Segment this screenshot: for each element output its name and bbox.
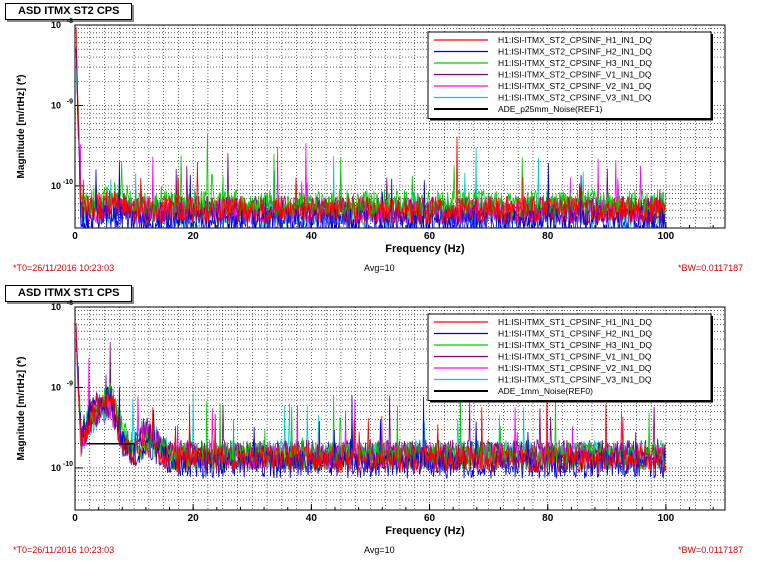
x-tick-label: 40 xyxy=(306,513,318,524)
legend-entry: ADE_1mm_Noise(REF0) xyxy=(498,386,593,396)
t0-label: *T0=26/11/2016 10:23:03 xyxy=(13,263,115,273)
series-line xyxy=(75,343,666,472)
x-tick-label: 100 xyxy=(658,231,675,242)
bw-label: *BW=0.0117187 xyxy=(678,263,744,273)
x-tick-label: 100 xyxy=(658,513,675,524)
y-tick-label-exponent: -9 xyxy=(67,98,73,105)
series-line xyxy=(75,322,666,474)
y-axis-label: Magnitude [m/rtHz] (*) xyxy=(16,75,27,179)
legend-entry: H1:ISI-ITMX_ST2_CPSINF_V3_IN1_DQ xyxy=(498,93,652,103)
legend-entry: H1:ISI-ITMX_ST1_CPSINF_H1_IN1_DQ xyxy=(498,317,652,327)
x-tick-label: 20 xyxy=(188,231,200,242)
panel-st2: ASD ITMX ST2 CPS 0 20 40 60 80 100 10 -10 10 -9 10… xyxy=(5,3,744,273)
y-tick-label-exponent: -10 xyxy=(63,179,73,186)
panel-title[interactable]: ASD ITMX ST1 CPS xyxy=(5,285,133,302)
x-axis-label: Frequency (Hz) xyxy=(385,525,465,537)
legend-entry: H1:ISI-ITMX_ST2_CPSINF_H1_IN1_DQ xyxy=(498,35,652,45)
x-tick-label: 60 xyxy=(424,513,436,524)
x-tick-label: 40 xyxy=(306,231,318,242)
x-tick-label: 60 xyxy=(424,231,436,242)
y-tick-label: 10 xyxy=(51,382,61,392)
legend-entry: H1:ISI-ITMX_ST2_CPSINF_V2_IN1_DQ xyxy=(498,81,652,91)
y-tick-label-exponent: -8 xyxy=(67,18,73,25)
legend-entry: H1:ISI-ITMX_ST2_CPSINF_H3_IN1_DQ xyxy=(498,58,652,68)
legend-entry: H1:ISI-ITMX_ST1_CPSINF_V2_IN1_DQ xyxy=(498,363,652,373)
legend-entry: H1:ISI-ITMX_ST2_CPSINF_V1_IN1_DQ xyxy=(498,70,652,80)
avg-label: Avg=10 xyxy=(364,545,395,555)
y-tick-label: 10 xyxy=(51,181,61,191)
legend-entry: H1:ISI-ITMX_ST1_CPSINF_H2_IN1_DQ xyxy=(498,329,652,339)
x-tick-label: 80 xyxy=(542,513,554,524)
bw-label: *BW=0.0117187 xyxy=(678,545,744,555)
legend-entry: ADE_p25mm_Noise(REF1) xyxy=(498,104,603,114)
legend-box xyxy=(427,31,712,119)
avg-label: Avg=10 xyxy=(364,263,395,273)
legend-entry: H1:ISI-ITMX_ST1_CPSINF_V3_IN1_DQ xyxy=(498,375,652,385)
x-tick-label: 0 xyxy=(72,231,78,242)
y-tick-label-exponent: -8 xyxy=(67,300,73,307)
y-tick-label: 10 xyxy=(51,20,61,30)
panel-title[interactable]: ASD ITMX ST2 CPS xyxy=(5,3,133,20)
legend-entry: H1:ISI-ITMX_ST1_CPSINF_H3_IN1_DQ xyxy=(498,340,652,350)
t0-label: *T0=26/11/2016 10:23:03 xyxy=(13,545,115,555)
y-tick-label-exponent: -10 xyxy=(63,461,73,468)
y-tick-label-exponent: -9 xyxy=(67,380,73,387)
y-tick-label: 10 xyxy=(51,302,61,312)
series-line xyxy=(75,56,666,219)
legend-box xyxy=(427,313,712,401)
x-tick-label: 20 xyxy=(188,513,200,524)
panel-st1: ASD ITMX ST1 CPS 0 20 40 60 80 100 10 -10 10 -9 10… xyxy=(0,282,765,564)
series-line xyxy=(75,27,666,226)
legend-entry: H1:ISI-ITMX_ST1_CPSINF_V1_IN1_DQ xyxy=(498,352,652,362)
x-axis-label: Frequency (Hz) xyxy=(385,243,465,255)
y-axis-label: Magnitude [m/rtHz] (*) xyxy=(16,357,27,461)
x-tick-label: 80 xyxy=(542,231,554,242)
x-tick-label: 0 xyxy=(72,513,78,524)
y-tick-label: 10 xyxy=(51,463,61,473)
series-line xyxy=(75,49,666,228)
y-tick-label: 10 xyxy=(51,100,61,110)
legend-entry: H1:ISI-ITMX_ST2_CPSINF_H2_IN1_DQ xyxy=(498,47,652,57)
